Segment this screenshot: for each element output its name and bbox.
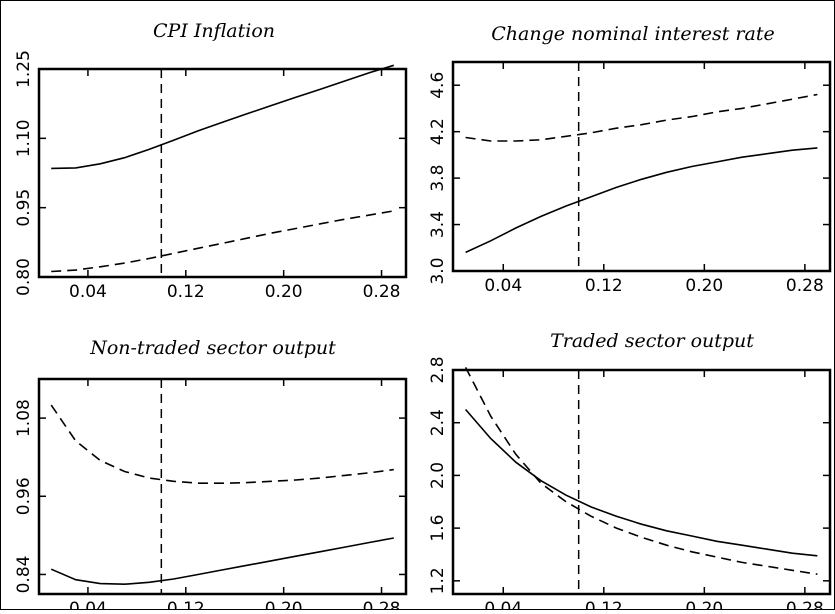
plot-frame (37, 377, 408, 596)
x-tick-label: 0.12 (167, 599, 205, 609)
series-line-dashed (51, 210, 394, 273)
chart-title: Change nominal interest rate (491, 23, 774, 45)
y-tick-label: 3.8 (428, 165, 448, 192)
x-tick-label: 0.04 (69, 282, 107, 302)
y-tick-label: 2.4 (428, 409, 448, 436)
series-line-dashed (50, 404, 394, 485)
series-line-dashed (464, 367, 818, 575)
y-tick-label: 4.2 (428, 118, 448, 145)
x-tick-label: 0.12 (585, 599, 623, 609)
y-tick-label: 1.2 (428, 567, 448, 594)
chart-panel-traded-output: Traded sector output 0.04 0.12 0.20 0.28 1.2… (428, 330, 832, 614)
y-tick-label: 1.25 (14, 50, 34, 88)
x-tick-label: 0.04 (484, 276, 522, 296)
x-tick-label: 0.20 (265, 599, 303, 609)
plot-frame (451, 60, 832, 273)
plot-frame (451, 368, 832, 596)
chart-panel-non-traded-output: Non-traded sector output 0.04 0.12 0.20 0.2… (14, 337, 408, 614)
x-tick-label: 0.12 (167, 282, 205, 302)
y-tick-label: 0.96 (14, 477, 34, 515)
x-tick-label: 0.20 (685, 599, 723, 609)
x-tick-label: 0.20 (265, 282, 303, 302)
plot-frame (37, 67, 408, 279)
y-tick-label: 1.6 (428, 515, 448, 542)
x-tick-label: 0.12 (585, 276, 623, 296)
y-tick-label: 4.6 (428, 72, 448, 99)
x-tick-label: 0.28 (363, 282, 401, 302)
series-line-solid (50, 537, 394, 586)
x-tick-label: 0.04 (484, 599, 522, 609)
series-line-solid (464, 408, 818, 557)
x-tick-label: 0.04 (69, 599, 107, 609)
x-tick-label: 0.28 (786, 599, 824, 609)
y-tick-label: 3.0 (428, 257, 448, 284)
chart-title: Traded sector output (550, 330, 754, 352)
y-tick-label: 0.80 (14, 258, 34, 296)
series-line-solid (465, 147, 818, 254)
chart-title: Non-traded sector output (89, 337, 336, 359)
y-tick-label: 1.08 (14, 399, 34, 437)
series-line-solid (51, 64, 395, 170)
y-tick-label: 0.95 (14, 189, 34, 227)
y-tick-label: 0.84 (14, 556, 34, 594)
chart-panel-interest-rate: Change nominal interest rate 0.04 0.12 0.2… (428, 23, 832, 296)
x-tick-label: 0.20 (685, 276, 723, 296)
chart-panel-cpi-inflation: CPI Inflation 0.04 0.12 0.20 0.28 0.80 0.95 1.… (14, 20, 408, 302)
series-line-dashed (465, 93, 818, 142)
x-tick-label: 0.28 (786, 276, 824, 296)
chart-title: CPI Inflation (153, 20, 275, 42)
y-tick-label: 3.4 (428, 211, 448, 238)
y-tick-label: 2.0 (428, 462, 448, 489)
y-tick-label: 2.8 (428, 356, 448, 383)
x-tick-label: 0.28 (363, 599, 401, 609)
y-tick-label: 1.10 (14, 119, 34, 157)
